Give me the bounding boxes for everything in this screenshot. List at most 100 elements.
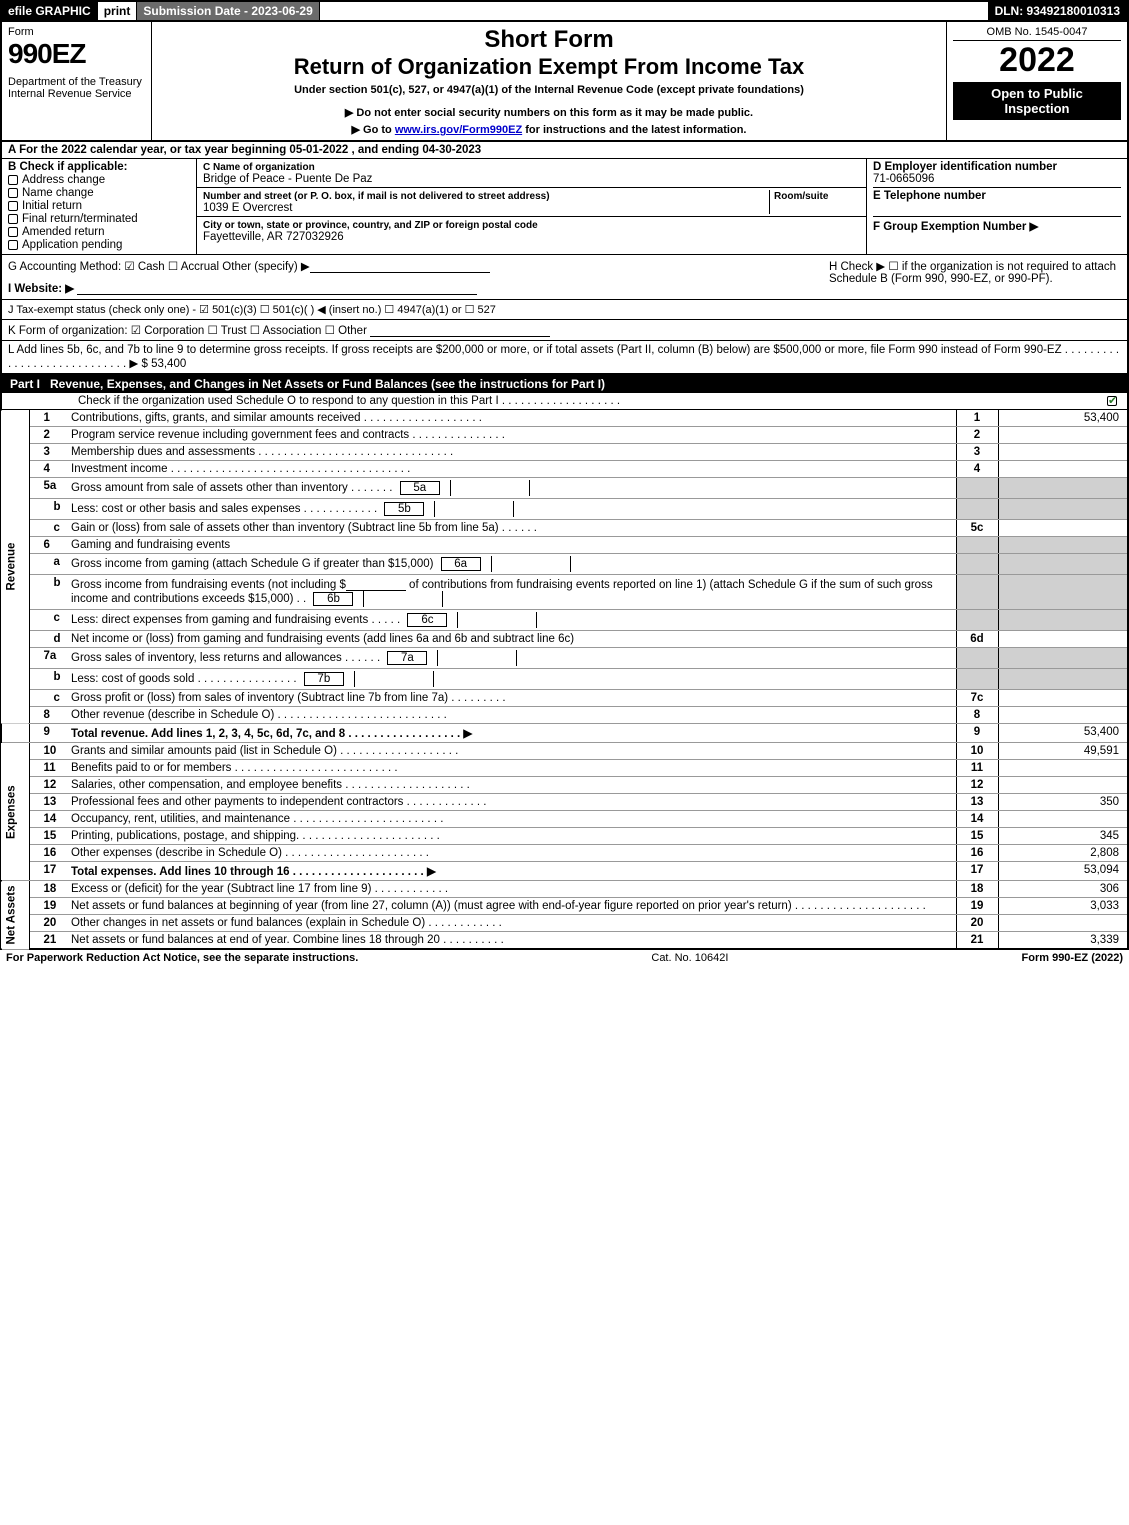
r21-rn: 21	[956, 932, 998, 950]
part1-header: Part I Revenue, Expenses, and Changes in…	[0, 375, 1129, 393]
form-word: Form	[8, 26, 145, 38]
k-other-input[interactable]	[370, 323, 550, 337]
chk-amended-return[interactable]	[8, 227, 18, 237]
box-b-label: B Check if applicable:	[8, 161, 128, 173]
r7b-input[interactable]	[354, 671, 434, 687]
print-button[interactable]: print	[98, 2, 138, 20]
r7a-num: 7a	[29, 648, 67, 669]
r4-desc: Investment income . . . . . . . . . . . …	[67, 461, 956, 478]
r2-num: 2	[29, 427, 67, 444]
r13-num: 13	[29, 794, 67, 811]
r19-num: 19	[29, 898, 67, 915]
r7c-num: c	[29, 690, 67, 707]
line-a-text: A For the 2022 calendar year, or tax yea…	[8, 144, 481, 156]
r6a-box-label: 6a	[441, 557, 481, 571]
chk-address-change[interactable]	[8, 175, 18, 185]
r5b-num: b	[29, 499, 67, 520]
c-addr-label: Number and street (or P. O. box, if mail…	[203, 191, 550, 202]
line-g: G Accounting Method: ☑ Cash ☐ Accrual Ot…	[8, 261, 310, 273]
r10-num: 10	[29, 743, 67, 760]
chk-initial-return[interactable]	[8, 201, 18, 211]
r12-val	[998, 777, 1128, 794]
r6b-input[interactable]	[363, 591, 443, 607]
dln-label: DLN: 93492180010313	[989, 2, 1127, 20]
header-right: OMB No. 1545-0047 2022 Open to Public In…	[947, 22, 1127, 140]
chk-schedule-o[interactable]	[1107, 396, 1117, 406]
r6b-box-label: 6b	[313, 592, 353, 606]
r5c-val	[998, 520, 1128, 537]
r6c-rn	[956, 610, 998, 631]
r18-num: 18	[29, 881, 67, 898]
r8-rn: 8	[956, 707, 998, 724]
sub3-pre: ▶ Go to	[352, 124, 395, 136]
r6-val	[998, 537, 1128, 554]
r20-num: 20	[29, 915, 67, 932]
r6a-input[interactable]	[491, 556, 571, 572]
r5a-input[interactable]	[450, 480, 530, 496]
r5a-text: Gross amount from sale of assets other t…	[71, 482, 393, 494]
header-left: Form 990EZ Department of the Treasury In…	[2, 22, 152, 140]
g-other-input[interactable]	[310, 259, 490, 273]
footer-cat: Cat. No. 10642I	[358, 952, 1021, 964]
org-name: Bridge of Peace - Puente De Paz	[203, 173, 372, 185]
lbl-amended-return: Amended return	[22, 226, 104, 238]
box-b: B Check if applicable: Address change Na…	[2, 159, 197, 254]
r6b-amount-input[interactable]	[346, 577, 406, 591]
r8-desc: Other revenue (describe in Schedule O) .…	[67, 707, 956, 724]
r6a-desc: Gross income from gaming (attach Schedul…	[67, 554, 956, 575]
r6a-text: Gross income from gaming (attach Schedul…	[71, 558, 433, 570]
dept-label: Department of the Treasury Internal Reve…	[8, 76, 145, 100]
r7a-rn	[956, 648, 998, 669]
r3-rn: 3	[956, 444, 998, 461]
r18-rn: 18	[956, 881, 998, 898]
r6b-desc: Gross income from fundraising events (no…	[67, 575, 956, 610]
r6d-val	[998, 631, 1128, 648]
sidelabel-r9	[1, 724, 29, 743]
r5b-val	[998, 499, 1128, 520]
r17-num: 17	[29, 862, 67, 881]
topbar-spacer	[320, 2, 989, 20]
title-main: Return of Organization Exempt From Incom…	[160, 54, 938, 80]
r5b-text: Less: cost or other basis and sales expe…	[71, 503, 377, 515]
r16-num: 16	[29, 845, 67, 862]
r5a-num: 5a	[29, 478, 67, 499]
r20-rn: 20	[956, 915, 998, 932]
r15-rn: 15	[956, 828, 998, 845]
box-def: D Employer identification number 71-0665…	[867, 159, 1127, 254]
r13-rn: 13	[956, 794, 998, 811]
r7b-val	[998, 669, 1128, 690]
r20-val	[998, 915, 1128, 932]
r1-rn: 1	[956, 410, 998, 427]
tax-year: 2022	[953, 41, 1121, 80]
efile-label: efile GRAPHIC	[2, 2, 98, 20]
omb-number: OMB No. 1545-0047	[953, 26, 1121, 41]
open-inspection-badge: Open to Public Inspection	[953, 82, 1121, 120]
r9-desc: Total revenue. Add lines 1, 2, 3, 4, 5c,…	[67, 724, 956, 743]
irs-link[interactable]: www.irs.gov/Form990EZ	[395, 124, 522, 136]
r1-num: 1	[29, 410, 67, 427]
r7a-input[interactable]	[437, 650, 517, 666]
r5b-input[interactable]	[434, 501, 514, 517]
website-input[interactable]	[77, 281, 477, 295]
r9-rn: 9	[956, 724, 998, 743]
r6c-input[interactable]	[457, 612, 537, 628]
sub3-post: for instructions and the latest informat…	[522, 124, 746, 136]
r6-desc: Gaming and fundraising events	[67, 537, 956, 554]
r4-rn: 4	[956, 461, 998, 478]
r6c-num: c	[29, 610, 67, 631]
part1-table: Revenue 1 Contributions, gifts, grants, …	[0, 410, 1129, 950]
r14-num: 14	[29, 811, 67, 828]
r7a-text: Gross sales of inventory, less returns a…	[71, 652, 380, 664]
r4-val	[998, 461, 1128, 478]
line-l-value: 53,400	[151, 358, 186, 370]
org-street: 1039 E Overcrest	[203, 202, 292, 214]
lbl-application-pending: Application pending	[22, 239, 122, 251]
r6c-box-label: 6c	[407, 613, 447, 627]
chk-final-return[interactable]	[8, 214, 18, 224]
chk-application-pending[interactable]	[8, 240, 18, 250]
box-c: C Name of organization Bridge of Peace -…	[197, 159, 867, 254]
footer-left: For Paperwork Reduction Act Notice, see …	[6, 952, 358, 964]
chk-name-change[interactable]	[8, 188, 18, 198]
sidelabel-expenses: Expenses	[1, 743, 29, 881]
r1-val: 53,400	[998, 410, 1128, 427]
